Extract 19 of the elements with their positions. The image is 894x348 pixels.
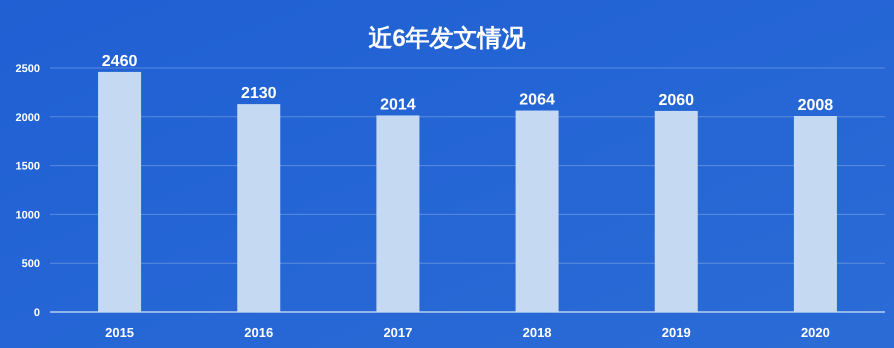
xtick: 2015 — [105, 325, 134, 340]
data-label: 2014 — [380, 96, 416, 114]
ytick: 0 — [34, 307, 40, 319]
title: 近6年发文情况 — [368, 25, 526, 52]
data-label: 2460 — [102, 52, 138, 70]
data-label: 2008 — [798, 97, 834, 114]
ytick: 500 — [22, 258, 40, 270]
xtick: 2020 — [800, 325, 830, 340]
ytick: 2500 — [16, 63, 40, 75]
data-label: 2064 — [519, 92, 555, 109]
xtick: 2016 — [244, 325, 274, 340]
data-label: 2060 — [658, 92, 694, 109]
xtick: 2017 — [383, 325, 412, 340]
ytick: 1000 — [16, 209, 40, 222]
ytick: 2000 — [16, 112, 40, 124]
xtick: 2018 — [522, 325, 552, 340]
ytick: 1500 — [16, 160, 40, 173]
data-label: 2130 — [240, 85, 277, 102]
xtick: 2019 — [662, 325, 691, 340]
